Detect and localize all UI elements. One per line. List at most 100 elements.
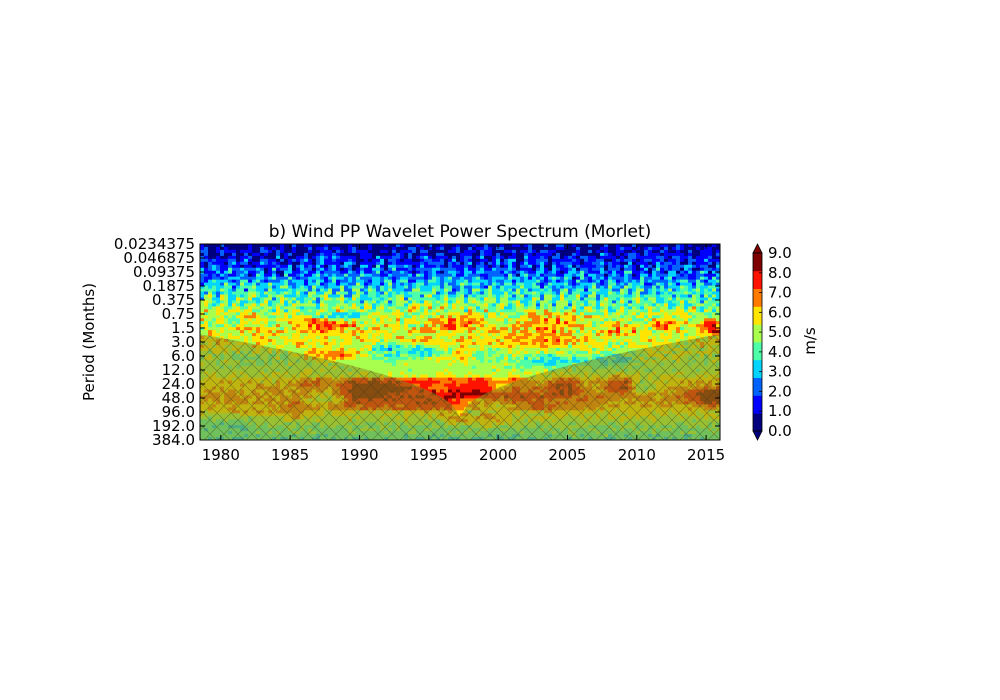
heatmap-cell [280, 255, 285, 260]
heatmap-cell [292, 261, 301, 266]
heatmap-cell [224, 291, 229, 296]
heatmap-cell [696, 294, 701, 299]
heatmap-cell [424, 279, 429, 284]
heatmap-cell [672, 321, 677, 325]
heatmap-cell [548, 279, 553, 284]
heatmap-cell [696, 315, 709, 319]
heatmap-cell [356, 324, 361, 328]
heatmap-cell [568, 300, 573, 304]
heatmap-cell [624, 255, 629, 260]
heatmap-cell [464, 288, 469, 293]
heatmap-cell [376, 255, 381, 260]
heatmap-cell [520, 344, 541, 349]
heatmap-cell [548, 359, 557, 364]
heatmap-cell [200, 327, 205, 331]
heatmap-cell [628, 279, 633, 284]
heatmap-cell [240, 258, 245, 263]
heatmap-cell [348, 297, 353, 302]
heatmap-cell [552, 276, 557, 281]
heatmap-cell [608, 273, 613, 278]
heatmap-cell [648, 291, 653, 296]
heatmap-cell [388, 356, 409, 361]
heatmap-cell [444, 276, 449, 281]
heatmap-cell [380, 347, 389, 352]
heatmap-cell [684, 321, 689, 325]
heatmap-cell [284, 249, 293, 254]
heatmap-cell [460, 282, 465, 287]
heatmap-cell [308, 339, 313, 343]
heatmap-cell [264, 270, 269, 275]
heatmap-cell [464, 285, 473, 290]
heatmap-cell [460, 300, 465, 304]
heatmap-cell [688, 318, 693, 322]
heatmap-cell [484, 303, 489, 307]
heatmap-cell [320, 276, 325, 281]
heatmap-cell [592, 303, 597, 307]
heatmap-cell [232, 267, 241, 272]
heatmap-cell [640, 285, 645, 290]
heatmap-cell [700, 264, 709, 269]
heatmap-cell [268, 276, 273, 281]
heatmap-cell [328, 312, 333, 316]
heatmap-cell [496, 282, 501, 287]
heatmap-cell [668, 273, 677, 278]
heatmap-cell [472, 365, 477, 370]
heatmap-cell [244, 333, 253, 337]
heatmap-cell [312, 246, 317, 251]
heatmap-cell [612, 288, 621, 293]
heatmap-cell [488, 294, 493, 299]
heatmap-cell [264, 303, 269, 307]
heatmap-cell [460, 252, 473, 257]
heatmap-cell [392, 347, 413, 352]
heatmap-cell [328, 285, 341, 290]
heatmap-cell [464, 356, 469, 361]
heatmap-cell [256, 333, 261, 337]
heatmap-cell [572, 258, 577, 263]
heatmap-cell [560, 336, 573, 340]
heatmap-cell [372, 336, 377, 340]
heatmap-cell [352, 321, 357, 325]
heatmap-cell [376, 294, 381, 299]
heatmap-cell [556, 303, 569, 307]
heatmap-cell [440, 294, 445, 299]
heatmap-cell [308, 246, 313, 251]
heatmap-cell [604, 333, 609, 337]
heatmap-cell [512, 371, 525, 376]
heatmap-cell [524, 252, 529, 257]
heatmap-cell [504, 312, 517, 316]
heatmap-cell [472, 377, 477, 382]
heatmap-cell [588, 279, 593, 284]
heatmap-cell [636, 294, 641, 299]
heatmap-cell [452, 276, 461, 281]
heatmap-cell [452, 246, 457, 251]
heatmap-cell [368, 279, 373, 284]
heatmap-cell [576, 273, 581, 278]
heatmap-cell [260, 252, 265, 257]
heatmap-cell [460, 398, 477, 402]
heatmap-cell [596, 297, 601, 302]
heatmap-cell [404, 270, 409, 275]
heatmap-cell [672, 279, 677, 284]
heatmap-cell [424, 264, 437, 269]
heatmap-cell [216, 309, 225, 313]
heatmap-cell [224, 318, 229, 322]
heatmap-cell [484, 353, 489, 358]
heatmap-cell [448, 344, 461, 349]
heatmap-cell [552, 255, 561, 260]
heatmap-cell [444, 306, 449, 310]
heatmap-cell [668, 333, 673, 337]
heatmap-cell [520, 285, 525, 290]
heatmap-cell [260, 267, 265, 272]
heatmap-cell [660, 291, 665, 296]
heatmap-cell [464, 267, 469, 272]
heatmap-cell [300, 276, 309, 281]
heatmap-cell [528, 276, 533, 281]
heatmap-cell [200, 321, 205, 325]
heatmap-cell [248, 244, 253, 248]
heatmap-cell [496, 347, 501, 352]
heatmap-cell [416, 309, 421, 313]
heatmap-cell [616, 264, 621, 269]
heatmap-cell [496, 258, 501, 263]
heatmap-cell [512, 306, 517, 310]
heatmap-cell [524, 285, 533, 290]
